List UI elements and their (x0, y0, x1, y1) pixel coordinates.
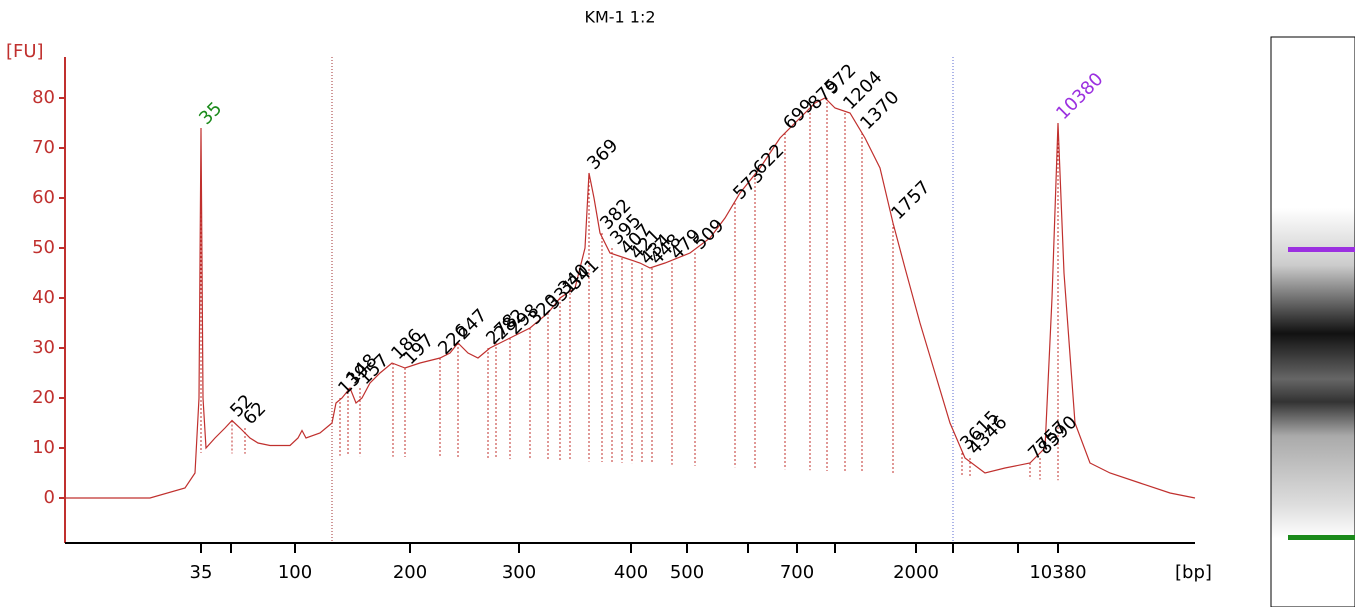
x-tick-label: 35 (190, 562, 213, 583)
chart-title: KM-1 1:2 (584, 8, 655, 27)
y-tick-label: 10 (32, 437, 55, 458)
peak-label: 369 (583, 135, 622, 174)
y-tick-label: 30 (32, 337, 55, 358)
peak-label: 1757 (887, 177, 934, 224)
gel-marker-band (1288, 535, 1355, 540)
peak-label: 35 (195, 98, 226, 129)
y-tick-label: 80 (32, 87, 55, 108)
x-tick-label: 200 (393, 562, 427, 583)
x-tick-label: 100 (278, 562, 312, 583)
gel-lane (1270, 36, 1355, 608)
gel-marker-band (1288, 247, 1355, 252)
x-tick-label: 10380 (1029, 562, 1086, 583)
x-tick-label: 500 (670, 562, 704, 583)
x-tick-label: 300 (502, 562, 536, 583)
y-tick-label: 50 (32, 237, 55, 258)
y-axis-label: [FU] (6, 41, 44, 62)
y-tick-label: 60 (32, 187, 55, 208)
x-tick-label: 400 (614, 562, 648, 583)
x-tick-label: 2000 (893, 562, 939, 583)
y-tick-label: 70 (32, 137, 55, 158)
peak-label: 10380 (1052, 69, 1107, 124)
x-tick-label: 700 (780, 562, 814, 583)
y-tick-label: 40 (32, 287, 55, 308)
y-tick-label: 20 (32, 387, 55, 408)
y-tick-label: 0 (44, 487, 55, 508)
x-axis-label: [bp] (1175, 562, 1212, 583)
trace (65, 97, 1196, 499)
